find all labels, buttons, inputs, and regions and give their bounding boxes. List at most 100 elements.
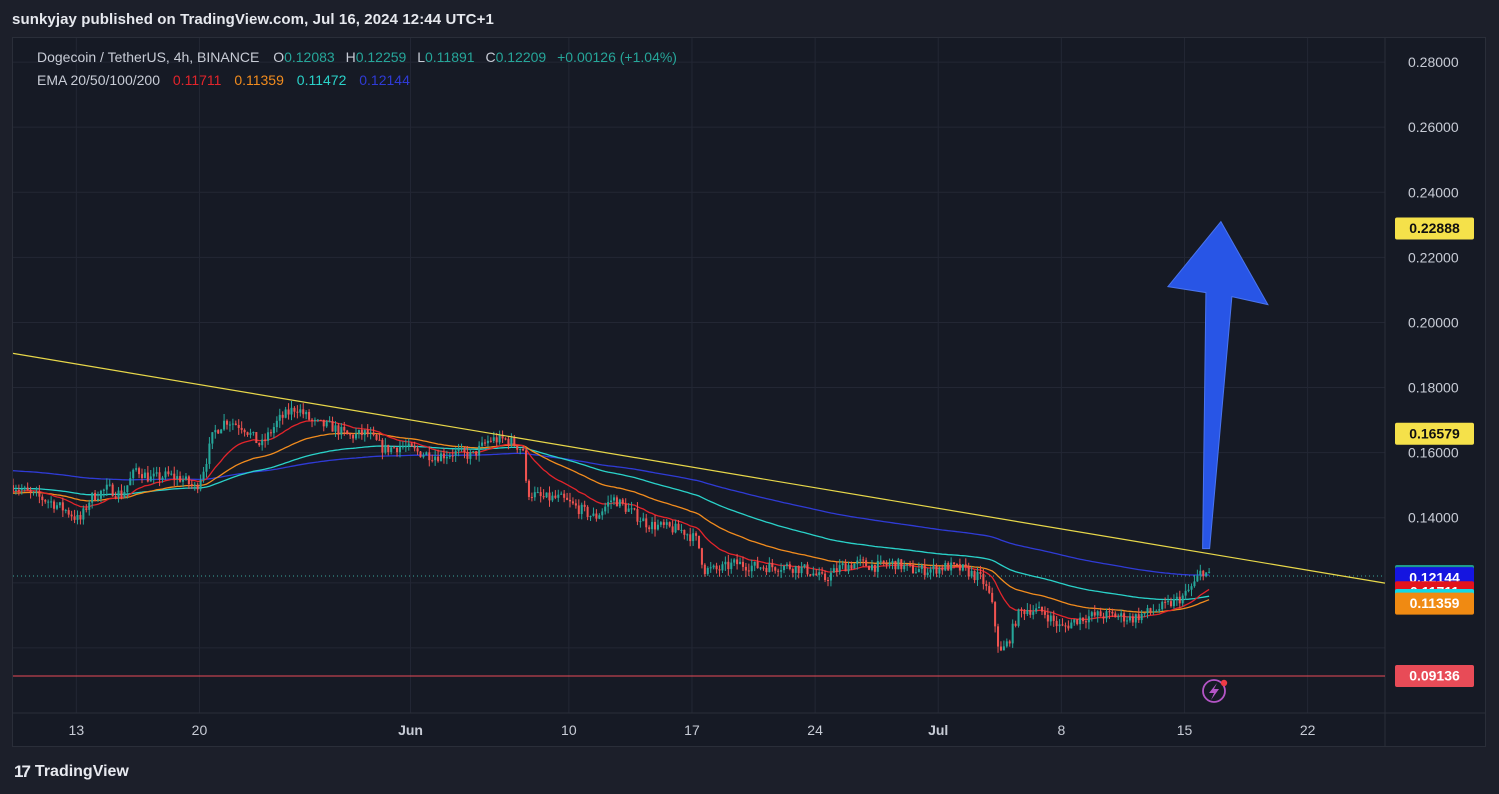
candle-body (126, 485, 129, 493)
candle-body (483, 442, 487, 444)
candle-body (176, 476, 179, 480)
ema-title[interactable]: EMA 20/50/100/200 (37, 72, 160, 88)
candle-body (170, 473, 173, 475)
candle-body (686, 534, 689, 536)
x-tick-label: 8 (1057, 722, 1065, 738)
candle-body (252, 432, 255, 434)
candle-body (1146, 608, 1149, 614)
candle-body (577, 505, 580, 515)
candle-body (343, 426, 346, 431)
candle-body (530, 496, 533, 498)
candle-body (1023, 610, 1026, 615)
candle-body (284, 409, 287, 418)
x-tick-label: 17 (684, 722, 700, 738)
candle-body (1131, 616, 1134, 623)
candle-body (41, 496, 44, 501)
candle-body (498, 434, 501, 443)
candle-body (35, 491, 38, 493)
candle-body (1102, 616, 1105, 619)
candle-body (1087, 616, 1090, 623)
candle-body (290, 407, 293, 415)
candle-body (906, 564, 909, 566)
candle-body (525, 450, 528, 481)
candle-body (425, 452, 428, 456)
candle-body (202, 471, 205, 480)
candle-body (1178, 596, 1181, 604)
candle-body (853, 563, 856, 569)
candle-body (404, 446, 407, 448)
candle-body (431, 460, 434, 462)
candle-body (155, 472, 158, 474)
candle-body (143, 472, 146, 479)
candle-body (718, 569, 721, 571)
candle-body (809, 574, 812, 576)
tradingview-logo-icon: 17 (14, 762, 31, 781)
price-chart[interactable]: 0.28000 0.26000 0.24000 0.22000 0.20000 0.180… (13, 38, 1485, 746)
candle-body (554, 495, 557, 498)
symbol-title[interactable]: Dogecoin / TetherUS, 4h, BINANCE (37, 49, 260, 65)
candle-body (481, 442, 484, 446)
candle-body (1026, 610, 1029, 615)
candle-body (278, 414, 281, 421)
candle-body (964, 564, 967, 567)
candle-body (621, 499, 624, 504)
candle-body (1082, 617, 1085, 622)
high-label: H (345, 49, 356, 65)
candle-body (539, 492, 542, 497)
candle-body (23, 487, 26, 490)
candle-body (217, 430, 220, 434)
candle-body (513, 437, 516, 446)
candle-body (653, 521, 657, 530)
candle-body (1038, 606, 1041, 609)
candle-body (111, 484, 114, 497)
y-tick-label: 0.28000 (1408, 54, 1459, 70)
candle-body (950, 562, 953, 571)
candle-body (246, 432, 249, 435)
candle-body (448, 455, 451, 457)
candle-body (958, 564, 961, 571)
candle-body (164, 471, 167, 478)
candle-body (750, 565, 753, 572)
y-tick-label: 0.14000 (1408, 510, 1459, 526)
candle-body (398, 446, 402, 453)
lightning-alert-icon[interactable] (1202, 679, 1226, 703)
candle-body (310, 419, 314, 421)
candle-body (592, 513, 595, 516)
candle-body (1187, 589, 1190, 591)
candle-body (903, 564, 906, 570)
candle-body (636, 509, 639, 522)
candle-body (589, 515, 592, 517)
candle-body (272, 427, 275, 434)
candle-body (1035, 608, 1038, 612)
candle-body (788, 564, 791, 569)
candle-body (1058, 624, 1061, 627)
candle-body (489, 440, 492, 442)
candle-body (955, 564, 959, 566)
candle-body (580, 504, 583, 515)
candle-body (363, 429, 366, 436)
candle-body (1090, 612, 1093, 617)
candle-body (199, 479, 202, 490)
candle-body (929, 569, 932, 573)
candle-body (961, 564, 964, 571)
tradingview-footer[interactable]: 17 TradingView (14, 762, 129, 782)
candle-body (510, 437, 513, 445)
candle-body (1134, 614, 1137, 623)
candle-body (551, 495, 554, 501)
candle-body (460, 448, 463, 450)
candle-body (422, 455, 425, 458)
candle-body (914, 572, 917, 574)
candle-body (759, 567, 762, 569)
candle-body (785, 564, 788, 566)
candle-body (545, 492, 548, 498)
candle-body (706, 568, 709, 575)
candle-body (507, 438, 510, 445)
candle-body (13, 485, 15, 491)
candle-body (187, 476, 190, 485)
candle-body (979, 571, 982, 574)
candle-body (1105, 611, 1108, 619)
candle-body (651, 521, 654, 530)
chart-panel[interactable]: 0.28000 0.26000 0.24000 0.22000 0.20000 0.180… (12, 37, 1486, 747)
ema100-value: 0.11472 (296, 72, 347, 88)
candle-body (407, 443, 410, 447)
